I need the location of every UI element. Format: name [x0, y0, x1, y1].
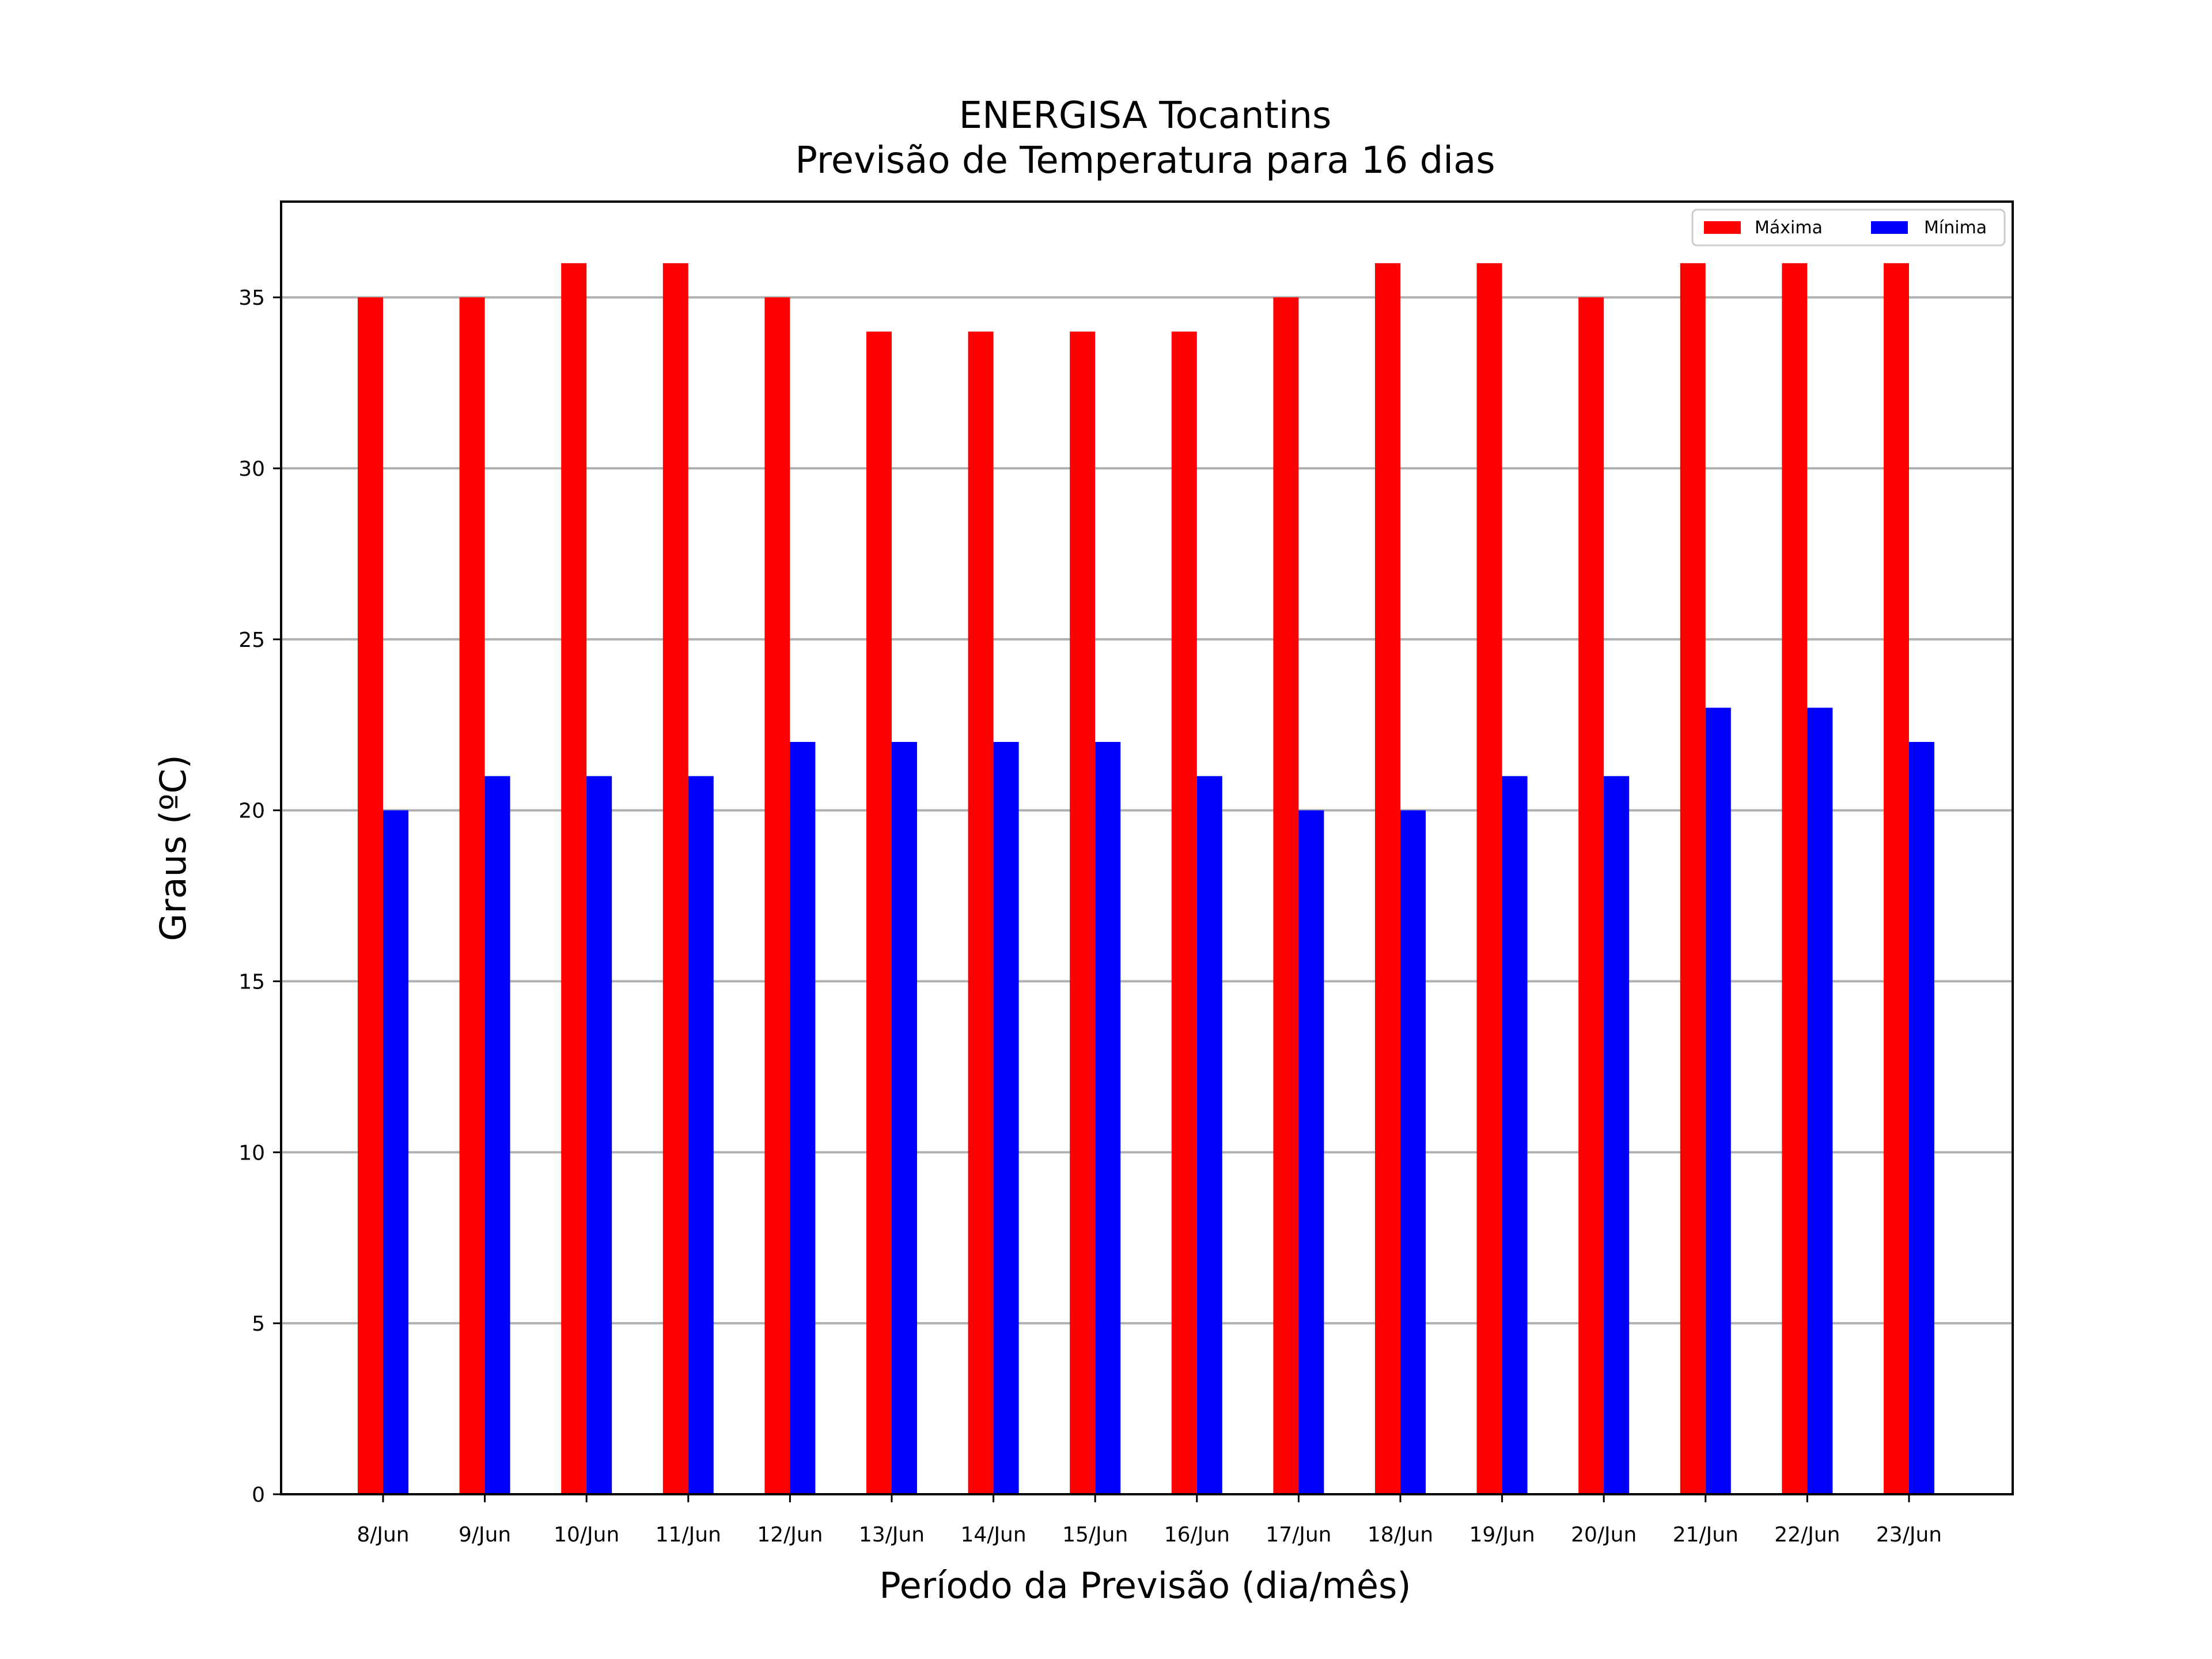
bar-maxima — [1375, 263, 1400, 1494]
y-tick-label: 10 — [238, 1141, 265, 1165]
x-tick-label: 16/Jun — [1164, 1523, 1230, 1547]
x-tick-label: 19/Jun — [1469, 1523, 1535, 1547]
bar-minima — [993, 741, 1019, 1494]
y-tick-label: 35 — [238, 286, 265, 310]
legend-swatch-maxima — [1704, 221, 1741, 234]
x-tick-label: 17/Jun — [1266, 1523, 1331, 1547]
bar-maxima — [968, 331, 994, 1494]
chart-subtitle: Previsão de Temperatura para 16 dias — [795, 139, 1495, 182]
x-tick-label: 10/Jun — [554, 1523, 619, 1547]
y-tick-label: 15 — [238, 971, 265, 994]
bar-minima — [1196, 776, 1222, 1494]
y-tick-label: 20 — [238, 800, 265, 823]
x-tick-label: 9/Jun — [459, 1523, 511, 1547]
x-tick-label: 22/Jun — [1774, 1523, 1840, 1547]
x-tick-label: 18/Jun — [1368, 1523, 1433, 1547]
x-tick-label: 20/Jun — [1571, 1523, 1637, 1547]
bar-maxima — [662, 263, 688, 1494]
bar-maxima — [1782, 263, 1808, 1494]
x-tick-label: 13/Jun — [859, 1523, 925, 1547]
bar-minima — [1909, 741, 1934, 1494]
y-tick-label: 25 — [238, 628, 265, 652]
bar-maxima — [764, 297, 790, 1495]
legend: Máxima Mínima — [1691, 209, 2006, 247]
bar-maxima — [1070, 331, 1096, 1494]
bar-maxima — [1680, 263, 1706, 1494]
bar-minima — [1400, 810, 1426, 1494]
legend-frame — [1691, 209, 2006, 247]
bar-maxima — [459, 297, 485, 1495]
legend-swatch-minima — [1871, 221, 1908, 234]
bar-minima — [383, 810, 408, 1494]
x-axis-label: Período da Previsão (dia/mês) — [879, 1565, 1411, 1607]
y-tick-label: 5 — [252, 1312, 265, 1336]
x-axis-ticks: 8/Jun 9/Jun 10/Jun 11/Jun 12/Jun 13/Jun 14/Jun… — [357, 1494, 1942, 1547]
legend-label-maxima: Máxima — [1755, 218, 1823, 238]
bar-maxima — [1171, 331, 1197, 1494]
bar-minima — [1095, 741, 1121, 1494]
bar-minima — [1298, 810, 1324, 1494]
legend-label-minima: Mínima — [1924, 218, 1987, 238]
y-axis-label: Graus (ºC) — [152, 755, 194, 941]
bar-minima — [484, 776, 510, 1494]
chart-title: ENERGISA Tocantins — [959, 94, 1332, 137]
bar-maxima — [1476, 263, 1502, 1494]
x-tick-label: 11/Jun — [656, 1523, 721, 1547]
bar-maxima — [1884, 263, 1909, 1494]
x-tick-label: 8/Jun — [357, 1523, 409, 1547]
bar-minima — [1807, 707, 1833, 1494]
bar-maxima — [561, 263, 587, 1494]
y-axis-ticks: 0 5 10 15 20 25 30 35 — [238, 286, 281, 1507]
x-tick-label: 23/Jun — [1876, 1523, 1942, 1547]
grid-lines — [281, 296, 2013, 1325]
y-tick-label: 0 — [252, 1483, 265, 1507]
bar-minima — [892, 741, 917, 1494]
bar-minima — [790, 741, 816, 1494]
bar-maxima — [1578, 297, 1604, 1495]
bar-maxima — [358, 297, 383, 1495]
bar-maxima — [866, 331, 892, 1494]
x-tick-label: 14/Jun — [961, 1523, 1027, 1547]
plot-frame — [280, 200, 2014, 1495]
bar-minima — [1604, 776, 1630, 1494]
bar-minima — [1502, 776, 1528, 1494]
y-tick-label: 30 — [238, 457, 265, 481]
bar-minima — [688, 776, 714, 1494]
bar-minima — [586, 776, 612, 1494]
x-tick-label: 21/Jun — [1673, 1523, 1738, 1547]
bars — [358, 263, 1934, 1495]
x-tick-label: 15/Jun — [1062, 1523, 1128, 1547]
bar-minima — [1705, 707, 1731, 1494]
x-tick-label: 12/Jun — [757, 1523, 823, 1547]
bar-maxima — [1273, 297, 1299, 1495]
